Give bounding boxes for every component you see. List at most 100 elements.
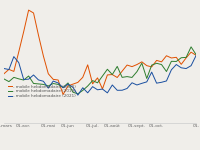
- mobile hebdomadaire (2019): [67, 82, 69, 84]
- mobile hebdomadaire (2019): [22, 79, 25, 81]
- mobile hebdomadaire (2019): [13, 76, 15, 78]
- mobile hebdomadaire (2021): [146, 81, 148, 83]
- mobile hebdomadaire (2019): [146, 78, 148, 79]
- mobile hebdomadaire (2020): [146, 65, 148, 67]
- mobile hebdomadaire (2021): [165, 80, 168, 82]
- mobile hebdomadaire (2021): [106, 92, 109, 94]
- mobile hebdomadaire (2021): [62, 87, 64, 89]
- mobile hebdomadaire (2020): [57, 79, 59, 81]
- mobile hebdomadaire (2021): [121, 89, 123, 91]
- mobile hebdomadaire (2021): [13, 56, 15, 57]
- mobile hebdomadaire (2021): [32, 74, 35, 76]
- mobile hebdomadaire (2021): [18, 62, 20, 64]
- mobile hebdomadaire (2019): [190, 46, 192, 48]
- mobile hebdomadaire (2019): [121, 76, 123, 78]
- mobile hebdomadaire (2020): [170, 57, 173, 59]
- mobile hebdomadaire (2021): [42, 80, 45, 82]
- mobile hebdomadaire (2021): [190, 65, 192, 67]
- mobile hebdomadaire (2021): [52, 80, 54, 82]
- mobile hebdomadaire (2019): [82, 90, 84, 91]
- mobile hebdomadaire (2019): [131, 76, 133, 78]
- mobile hebdomadaire (2020): [126, 64, 128, 66]
- mobile hebdomadaire (2019): [18, 78, 20, 80]
- mobile hebdomadaire (2021): [160, 81, 163, 83]
- mobile hebdomadaire (2020): [82, 76, 84, 78]
- mobile hebdomadaire (2020): [111, 74, 114, 75]
- mobile hebdomadaire (2019): [91, 80, 94, 81]
- mobile hebdomadaire (2021): [126, 88, 128, 89]
- mobile hebdomadaire (2019): [27, 75, 30, 77]
- mobile hebdomadaire (2020): [121, 70, 123, 72]
- mobile hebdomadaire (2020): [3, 73, 5, 75]
- mobile hebdomadaire (2019): [155, 62, 158, 64]
- mobile hebdomadaire (2021): [101, 88, 104, 90]
- mobile hebdomadaire (2020): [8, 69, 10, 70]
- mobile hebdomadaire (2019): [116, 66, 118, 67]
- mobile hebdomadaire (2021): [96, 89, 99, 91]
Line: - mobile hebdomadaire (2021): - mobile hebdomadaire (2021): [4, 56, 196, 95]
- mobile hebdomadaire (2020): [67, 85, 69, 87]
- mobile hebdomadaire (2019): [77, 93, 79, 95]
- mobile hebdomadaire (2020): [165, 55, 168, 57]
- mobile hebdomadaire (2021): [8, 69, 10, 70]
- mobile hebdomadaire (2019): [86, 85, 89, 87]
- mobile hebdomadaire (2021): [195, 55, 197, 57]
- mobile hebdomadaire (2020): [160, 61, 163, 63]
- mobile hebdomadaire (2021): [82, 87, 84, 89]
- mobile hebdomadaire (2021): [180, 67, 182, 69]
- mobile hebdomadaire (2020): [106, 74, 109, 76]
- mobile hebdomadaire (2021): [116, 89, 118, 91]
- mobile hebdomadaire (2020): [101, 88, 104, 90]
- mobile hebdomadaire (2021): [131, 82, 133, 84]
- mobile hebdomadaire (2019): [170, 60, 173, 62]
- mobile hebdomadaire (2019): [195, 54, 197, 55]
- mobile hebdomadaire (2021): [91, 86, 94, 88]
- mobile hebdomadaire (2019): [126, 76, 128, 78]
- mobile hebdomadaire (2020): [32, 12, 35, 14]
- mobile hebdomadaire (2021): [72, 86, 74, 88]
- mobile hebdomadaire (2019): [106, 68, 109, 70]
- mobile hebdomadaire (2019): [42, 84, 45, 85]
- mobile hebdomadaire (2019): [37, 83, 40, 85]
- mobile hebdomadaire (2021): [22, 79, 25, 80]
- mobile hebdomadaire (2021): [170, 69, 173, 71]
- mobile hebdomadaire (2020): [150, 66, 153, 68]
- mobile hebdomadaire (2019): [150, 64, 153, 66]
- mobile hebdomadaire (2020): [42, 55, 45, 57]
- mobile hebdomadaire (2021): [57, 82, 59, 84]
- mobile hebdomadaire (2019): [141, 62, 143, 64]
- mobile hebdomadaire (2020): [86, 64, 89, 66]
- mobile hebdomadaire (2020): [190, 51, 192, 53]
- mobile hebdomadaire (2019): [175, 61, 178, 62]
- mobile hebdomadaire (2020): [116, 77, 118, 78]
- mobile hebdomadaire (2020): [180, 63, 182, 65]
- mobile hebdomadaire (2021): [155, 82, 158, 84]
- mobile hebdomadaire (2020): [185, 57, 187, 59]
- mobile hebdomadaire (2019): [185, 56, 187, 58]
- mobile hebdomadaire (2019): [101, 75, 104, 77]
- mobile hebdomadaire (2020): [136, 64, 138, 65]
- mobile hebdomadaire (2020): [72, 83, 74, 85]
- mobile hebdomadaire (2019): [47, 85, 50, 87]
- mobile hebdomadaire (2019): [52, 83, 54, 84]
- mobile hebdomadaire (2021): [141, 82, 143, 84]
- mobile hebdomadaire (2021): [185, 68, 187, 69]
- mobile hebdomadaire (2019): [165, 71, 168, 72]
- mobile hebdomadaire (2020): [175, 56, 178, 58]
- mobile hebdomadaire (2020): [77, 81, 79, 83]
- mobile hebdomadaire (2019): [111, 74, 114, 75]
- mobile hebdomadaire (2020): [62, 94, 64, 95]
- mobile hebdomadaire (2021): [3, 68, 5, 69]
- mobile hebdomadaire (2019): [3, 78, 5, 80]
- mobile hebdomadaire (2021): [37, 79, 40, 81]
Legend: - mobile hebdomadaire (2020), - mobile hebdomadaire (2019), - mobile hebdomadair: - mobile hebdomadaire (2020), - mobile h…: [6, 83, 78, 100]
- mobile hebdomadaire (2019): [160, 64, 163, 65]
- mobile hebdomadaire (2020): [131, 66, 133, 68]
- mobile hebdomadaire (2020): [22, 31, 25, 33]
- mobile hebdomadaire (2020): [37, 34, 40, 36]
- mobile hebdomadaire (2020): [52, 78, 54, 80]
- mobile hebdomadaire (2019): [62, 87, 64, 88]
- mobile hebdomadaire (2019): [32, 82, 35, 84]
- mobile hebdomadaire (2021): [111, 84, 114, 86]
- mobile hebdomadaire (2021): [150, 71, 153, 73]
